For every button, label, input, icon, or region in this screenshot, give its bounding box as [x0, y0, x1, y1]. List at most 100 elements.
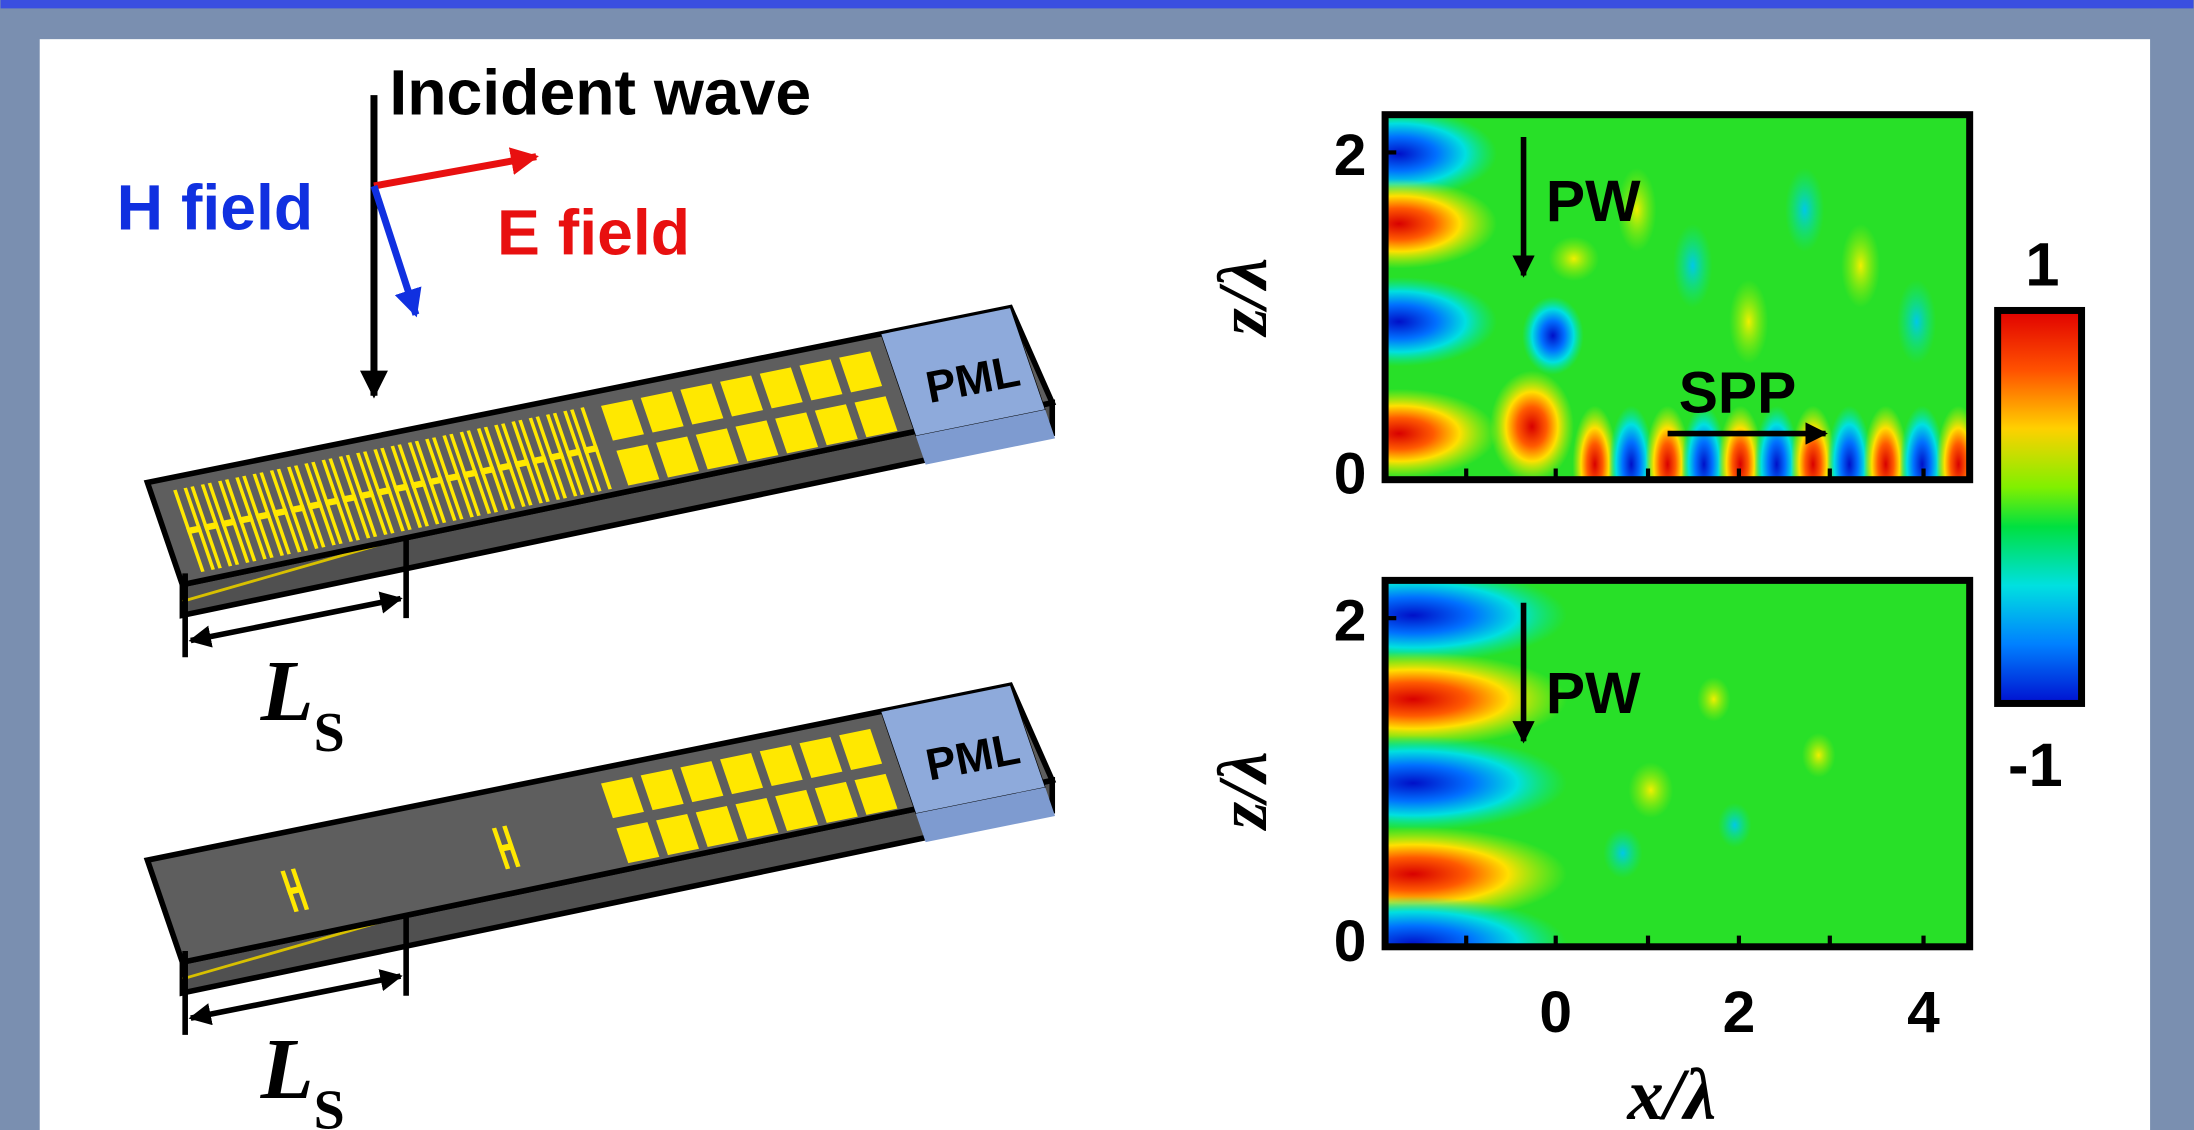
metal-patch: [735, 797, 779, 839]
h-element: [552, 410, 595, 496]
h-bar: [548, 451, 565, 461]
y-tick-label: 2: [1334, 589, 1367, 654]
length-subscript: S: [314, 1080, 345, 1130]
h-element: [501, 421, 543, 506]
pml-side: [915, 787, 1056, 843]
metal-patch: [854, 773, 898, 815]
field-lobe: [1548, 236, 1600, 282]
colorbar-tick: 1: [2025, 230, 2059, 299]
metal-patch: [814, 404, 858, 446]
h-field-arrow: [370, 184, 422, 318]
metal-patch: [759, 745, 803, 787]
h-element: [224, 477, 267, 562]
h-bar: [220, 518, 237, 528]
h-element: [432, 435, 474, 520]
field-lobe: [1785, 167, 1825, 252]
h-bar: [358, 490, 375, 500]
h-element: [345, 452, 388, 538]
h-bar: [393, 483, 410, 493]
field-panel: 2 0 z/λ PW SPP: [1205, 111, 1974, 507]
dim-arrow: [188, 591, 403, 648]
h-element: [414, 438, 457, 524]
length-label: LS: [260, 1021, 345, 1130]
h-bar: [306, 500, 323, 510]
h-bar: [410, 479, 427, 489]
h-bar: [186, 525, 203, 535]
x-tick-label: 4: [1907, 980, 1940, 1045]
field-lobe: [1717, 405, 1763, 480]
length-label: LS: [260, 643, 345, 764]
field-lobe: [1385, 388, 1497, 479]
y-tick-label: 0: [1334, 442, 1367, 507]
field-lobe: [1617, 167, 1657, 252]
h-element: [535, 414, 578, 499]
h-bar: [462, 469, 479, 479]
h-field-label: H field: [117, 171, 314, 243]
y-tick-label: 0: [1334, 909, 1367, 974]
field-lobe: [1936, 405, 1970, 480]
h-element: [491, 825, 521, 870]
h-element: [293, 463, 336, 548]
field-image: [1385, 580, 1970, 947]
x-axis-label: x/λ: [1626, 1054, 1716, 1130]
strip-surface: [173, 307, 1056, 573]
field-lobe: [1841, 223, 1881, 308]
metal-patch: [799, 736, 843, 778]
h-bar: [427, 476, 444, 486]
metal-patch: [735, 420, 779, 462]
metal-patch: [656, 814, 700, 856]
pml-side: [915, 409, 1056, 465]
field-lobe: [1608, 405, 1654, 480]
field-lobe: [1385, 276, 1497, 367]
field-lobe: [1729, 279, 1769, 364]
x-tick-label: 0: [1539, 980, 1572, 1045]
h-element: [518, 417, 561, 503]
metal-patch: [839, 351, 883, 393]
metal-patch: [601, 777, 644, 819]
h-bar: [286, 885, 303, 895]
h-bar: [514, 458, 530, 468]
field-lobe: [1489, 370, 1574, 480]
annotation: PW: [1546, 661, 1641, 726]
top-bar: [0, 0, 2194, 9]
field-lobe: [1896, 279, 1937, 364]
h-element: [280, 868, 310, 913]
h-element: [276, 466, 319, 552]
metal-patch: [759, 367, 803, 409]
field-maps: 2 0 z/λ PW SPP 2 0 z/λ PW 0 2 4 x/λ: [1205, 111, 1974, 1130]
metal-patch: [775, 789, 819, 831]
h-bar: [289, 504, 306, 514]
metal-patch: [616, 444, 660, 486]
h-bar: [444, 472, 461, 482]
field-lobe: [1522, 296, 1584, 375]
dim-arrow: [188, 969, 403, 1026]
metal-patch: [839, 728, 883, 770]
metal-patch: [775, 412, 819, 454]
field-image: [1385, 114, 1970, 480]
field-lobe: [1628, 762, 1674, 819]
y-axis-label: z/λ: [1205, 258, 1282, 338]
metal-patch: [680, 761, 724, 803]
field-lobe: [1696, 676, 1731, 722]
metal-patch: [799, 359, 843, 401]
h-element: [397, 442, 440, 527]
h-bar: [203, 521, 220, 531]
field-lobe: [1717, 802, 1752, 848]
h-bar: [375, 486, 392, 496]
h-element: [259, 470, 302, 555]
annotation: PW: [1546, 169, 1641, 234]
colorbar-tick: -1: [2008, 731, 2063, 800]
field-lobe: [1899, 405, 1945, 480]
h-element: [466, 428, 509, 513]
h-bar: [255, 511, 272, 521]
axes-frame: [1381, 576, 1974, 951]
h-element: [173, 487, 215, 573]
annotation: SPP: [1679, 361, 1797, 426]
metal-patch: [640, 769, 684, 811]
field-lobe: [1645, 405, 1690, 480]
h-element: [449, 431, 492, 517]
